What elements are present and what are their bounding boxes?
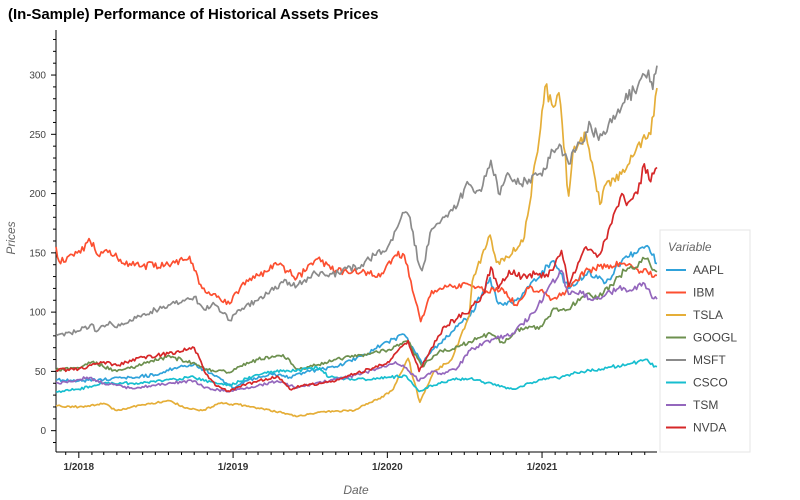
legend: Variable AAPL IBM TSLA GOOGL MSFT CSCO TSM NVDA (659, 229, 751, 453)
series-line-csco (55, 358, 658, 394)
legend-box (659, 229, 751, 453)
series-line-ibm (55, 237, 658, 323)
x-tick-label: 1/2021 (527, 462, 558, 473)
x-tick-label: 1/2018 (64, 462, 95, 473)
x-axis-title: Date (343, 483, 369, 497)
legend-label-aapl: AAPL (693, 263, 724, 277)
series-line-tsla (55, 83, 658, 418)
y-tick-label: 0 (40, 426, 46, 437)
plot-frame (55, 30, 657, 453)
y-tick-label: 100 (29, 308, 46, 319)
y-tick-label: 150 (29, 248, 46, 259)
chart-title: (In-Sample) Performance of Historical As… (8, 6, 379, 23)
legend-label-tsm: TSM (693, 398, 718, 412)
series-line-nvda (55, 163, 658, 393)
y-tick-label: 300 (29, 71, 46, 82)
y-axis: 0 50 100 150 200 250 300 (29, 38, 56, 444)
legend-label-msft: MSFT (693, 353, 726, 367)
y-tick-label: 250 (29, 130, 46, 141)
legend-label-tsla: TSLA (693, 308, 723, 322)
legend-label-nvda: NVDA (693, 421, 726, 435)
series-line-aapl (56, 244, 658, 389)
legend-label-ibm: IBM (693, 286, 714, 300)
x-axis: 1/2018 1/2019 1/2020 1/2021 (64, 452, 646, 473)
series-line-tsm (55, 269, 658, 393)
legend-label-googl: GOOGL (693, 331, 737, 345)
series-line-msft (55, 65, 658, 337)
y-tick-label: 200 (29, 189, 46, 200)
legend-label-csco: CSCO (693, 376, 728, 390)
x-tick-label: 1/2020 (372, 462, 403, 473)
x-tick-label: 1/2019 (218, 462, 249, 473)
series-line-googl (55, 256, 658, 374)
y-axis-title: Prices (4, 221, 18, 254)
series-layer (55, 65, 658, 418)
legend-title: Variable (668, 240, 712, 254)
y-tick-label: 50 (35, 367, 47, 378)
